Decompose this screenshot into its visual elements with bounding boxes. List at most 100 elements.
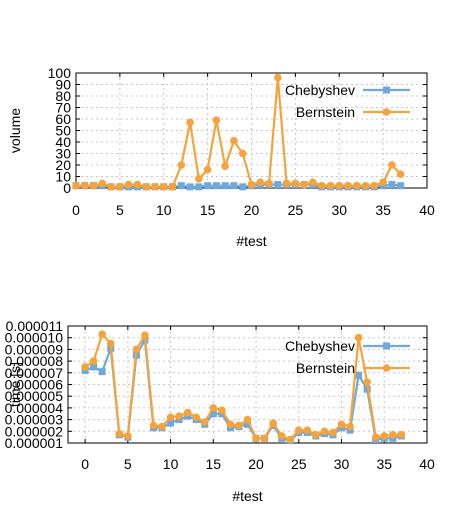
data-point <box>274 181 282 189</box>
data-point <box>370 181 379 190</box>
data-point <box>90 363 98 371</box>
legend-label: Bernstein <box>296 360 355 376</box>
data-point <box>98 330 106 338</box>
data-point <box>218 406 226 415</box>
data-point <box>209 404 218 412</box>
data-point <box>265 179 273 188</box>
data-point <box>151 183 159 191</box>
data-point <box>98 368 106 376</box>
data-point <box>221 182 229 190</box>
y-tick-label: 0.000008 <box>5 353 64 369</box>
x-tick-label: 10 <box>156 202 172 218</box>
data-point <box>200 418 209 426</box>
data-point <box>361 181 370 190</box>
y-axis-label: time [s] <box>7 362 23 407</box>
x-tick-label: 35 <box>376 456 392 472</box>
x-tick-label: 0 <box>72 202 80 218</box>
x-axis-label: #test <box>232 488 262 504</box>
data-point <box>72 181 80 190</box>
data-point <box>167 419 175 427</box>
legend-label: Chebyshev <box>285 82 355 98</box>
data-point <box>195 183 203 191</box>
data-point <box>195 175 203 183</box>
y-tick-label: 0.000001 <box>5 435 64 451</box>
data-point <box>388 181 396 189</box>
chart-1: 0 5 10 15 20 25 30 35 400102030405060708090100#t… <box>7 65 435 249</box>
x-tick-label: 15 <box>200 202 216 218</box>
x-tick-label: 5 <box>116 202 124 218</box>
data-point <box>397 182 405 190</box>
data-point <box>175 412 183 420</box>
x-tick-label: 40 <box>419 202 435 218</box>
y-tick-label: 0.000004 <box>5 400 64 416</box>
data-point <box>294 426 303 434</box>
y-tick-label: 0.000011 <box>6 318 64 334</box>
data-point <box>337 420 346 429</box>
y-tick-label: 0 <box>63 180 71 196</box>
data-point <box>230 182 238 190</box>
data-point <box>141 331 149 340</box>
y-tick-label: 60 <box>55 111 71 127</box>
data-point <box>203 165 212 174</box>
y-tick-label: 0.000009 <box>5 341 64 357</box>
data-point <box>212 182 220 190</box>
y-tick-label: 90 <box>55 77 71 93</box>
data-point <box>244 420 251 428</box>
x-tick-label: 25 <box>291 456 307 472</box>
x-tick-label: 30 <box>334 456 350 472</box>
data-point <box>212 116 221 124</box>
data-point <box>204 182 212 190</box>
data-point <box>282 179 291 188</box>
data-point <box>168 183 177 191</box>
data-point <box>371 433 380 441</box>
x-tick-label: 40 <box>419 456 435 472</box>
data-point <box>277 432 286 440</box>
data-point <box>186 183 194 191</box>
data-point <box>363 378 371 386</box>
data-point <box>235 421 243 430</box>
data-point <box>107 183 115 191</box>
y-tick-label: 80 <box>55 88 71 104</box>
data-point <box>353 181 361 190</box>
data-point <box>260 434 269 443</box>
data-point <box>320 427 329 436</box>
legend-marker <box>383 86 390 94</box>
series-bernstein <box>72 73 405 191</box>
y-tick-label: 50 <box>55 123 71 139</box>
data-point <box>286 435 295 444</box>
data-point <box>124 432 132 440</box>
legend-marker <box>382 364 391 372</box>
data-point <box>309 178 317 187</box>
data-point <box>89 357 98 365</box>
legend-marker <box>382 108 391 116</box>
y-tick-label: 30 <box>55 146 71 162</box>
data-point <box>247 180 256 189</box>
data-point <box>115 429 124 438</box>
data-point <box>355 371 363 379</box>
data-point <box>158 422 166 431</box>
data-point <box>346 422 354 431</box>
data-point <box>326 181 335 190</box>
data-point <box>159 183 168 191</box>
data-point <box>300 180 308 189</box>
y-axis-label: volume <box>7 108 23 153</box>
y-tick-label: 0.000006 <box>5 377 64 393</box>
x-tick-label: 20 <box>248 456 264 472</box>
y-tick-label: 0.000002 <box>5 423 64 439</box>
legend-marker <box>383 342 390 350</box>
data-point <box>124 180 133 189</box>
data-point <box>238 149 247 158</box>
x-tick-label: 25 <box>288 202 304 218</box>
data-point <box>209 410 217 418</box>
y-tick-label: 10 <box>55 169 71 185</box>
y-tick-label: 70 <box>55 100 71 116</box>
data-point <box>226 420 235 429</box>
chart-2: 0 5 10 15 20 25 30 35 40 0.0000010.0000020.000003… <box>5 318 435 504</box>
plot-frame <box>67 325 428 444</box>
data-point <box>252 434 260 443</box>
data-point <box>177 161 186 169</box>
legend-label: Bernstein <box>296 104 355 120</box>
data-point <box>291 179 300 188</box>
x-tick-label: 10 <box>163 456 179 472</box>
data-point <box>312 431 320 439</box>
